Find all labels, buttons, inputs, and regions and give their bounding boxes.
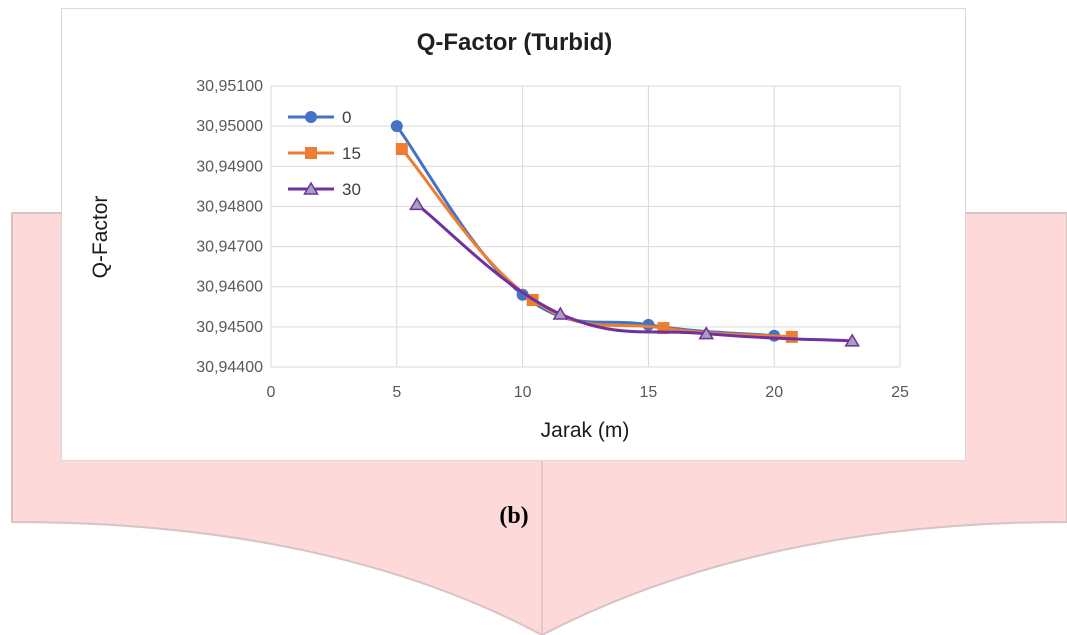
legend-label-30: 30 (342, 180, 361, 199)
series-30-point (409, 196, 425, 211)
x-axis-label: Jarak (m) (540, 419, 630, 442)
y-axis-label: Q-Factor (89, 195, 112, 279)
series-30-point (844, 333, 861, 347)
chart-title: Q-Factor (Turbid) (416, 29, 613, 56)
y-tick-label: 30,94900 (196, 158, 263, 175)
x-tick-label: 15 (640, 384, 658, 401)
figure-caption: (b) (499, 503, 529, 529)
y-tick-label: 30,95000 (196, 118, 263, 135)
series-30-point (698, 326, 715, 340)
x-tick-label: 20 (765, 384, 783, 401)
x-tick-label: 25 (891, 384, 909, 401)
y-tick-label: 30,94700 (196, 239, 263, 256)
x-tick-label: 10 (514, 384, 532, 401)
series-15-point (785, 330, 798, 343)
x-tick-label: 5 (392, 384, 401, 401)
legend-label-15: 15 (342, 144, 361, 163)
y-tick-label: 30,95100 (196, 78, 263, 95)
x-tick-label: 0 (267, 384, 276, 401)
chart-card: 30,94400 30,94500 30,94600 30,94700 30,94800… (61, 8, 966, 461)
line-chart: 30,94400 30,94500 30,94600 30,94700 30,94800… (196, 78, 909, 401)
series-line-30 (416, 203, 853, 343)
series-line-0 (395, 125, 775, 338)
y-tick-label: 30,94800 (196, 198, 263, 215)
legend-marker-15 (305, 147, 317, 159)
series-30-point (552, 306, 569, 320)
y-tick-label: 30,94500 (196, 319, 263, 336)
legend-label-0: 0 (342, 108, 351, 127)
y-tick-label: 30,94400 (196, 359, 263, 376)
series-15-point (395, 143, 408, 156)
legend-marker-30 (303, 181, 319, 195)
series-0-point (390, 120, 403, 133)
y-tick-label: 30,94600 (196, 279, 263, 296)
legend-marker-0 (305, 111, 317, 123)
